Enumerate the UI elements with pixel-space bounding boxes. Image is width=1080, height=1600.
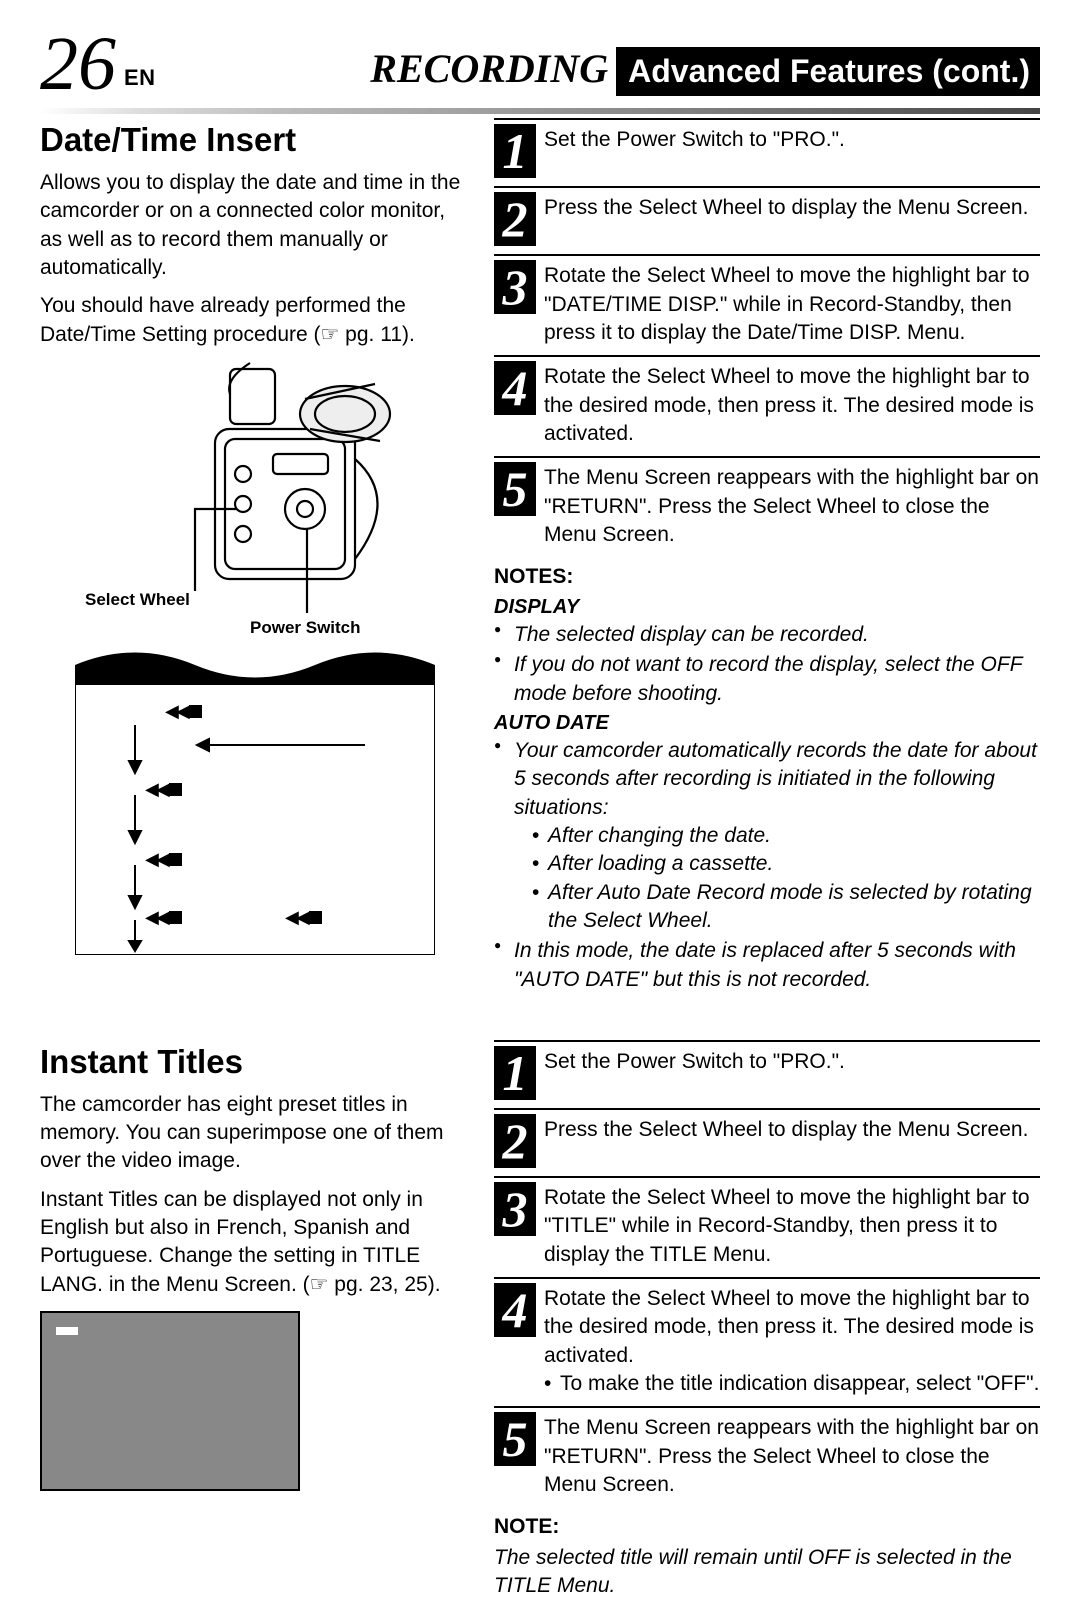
step-4: 4Rotate the Select Wheel to move the hig… bbox=[494, 355, 1040, 456]
page-number: 26 bbox=[40, 30, 116, 98]
instant-para2: Instant Titles can be displayed not only… bbox=[40, 1186, 470, 1299]
rewind-icon-3 bbox=[145, 847, 182, 871]
autodate-sublist: After changing the date. After loading a… bbox=[514, 822, 1040, 935]
notes-heading: NOTES: bbox=[494, 563, 1040, 591]
instant-titles-title: Instant Titles bbox=[40, 1040, 470, 1085]
step-subnote: To make the title indication disappear, … bbox=[544, 1370, 1040, 1398]
note-item: If you do not want to record the display… bbox=[494, 651, 1040, 708]
title-preview-box bbox=[40, 1311, 300, 1491]
power-switch-label: Power Switch bbox=[250, 617, 361, 640]
header-divider bbox=[40, 108, 1040, 114]
note-item: Your camcorder automatically records the… bbox=[494, 737, 1040, 935]
step-5: 5The Menu Screen reappears with the high… bbox=[494, 456, 1040, 557]
sub-item: After Auto Date Record mode is selected … bbox=[532, 879, 1040, 936]
step-1: 1 Set the Power Switch to "PRO.". bbox=[494, 118, 1040, 186]
flow-diagram bbox=[75, 645, 435, 955]
display-subheading: DISPLAY bbox=[494, 594, 1040, 621]
note-footer: The selected title will remain until OFF… bbox=[494, 1544, 1040, 1600]
step-5: 5The Menu Screen reappears with the high… bbox=[494, 1406, 1040, 1507]
page-header: 26 EN RECORDING Advanced Features (cont.… bbox=[40, 30, 1040, 98]
preview-marker-icon bbox=[56, 1327, 78, 1335]
step-text: Press the Select Wheel to display the Me… bbox=[544, 192, 1028, 222]
step-number: 1 bbox=[494, 1046, 536, 1100]
rewind-icon-5 bbox=[285, 905, 322, 929]
rewind-icon-4 bbox=[145, 905, 182, 929]
step-number: 4 bbox=[494, 1283, 536, 1337]
step-2: 2 Press the Select Wheel to display the M… bbox=[494, 1108, 1040, 1176]
note-heading: NOTE: bbox=[494, 1513, 1040, 1541]
instant-titles-section: Instant Titles The camcorder has eight p… bbox=[40, 1040, 1040, 1600]
date-time-section: Date/Time Insert Allows you to display t… bbox=[40, 118, 1040, 996]
step-4: 4 Rotate the Select Wheel to move the hi… bbox=[494, 1277, 1040, 1406]
date-time-para1: Allows you to display the date and time … bbox=[40, 169, 470, 282]
autodate-subheading: AUTO DATE bbox=[494, 710, 1040, 737]
lang-label: EN bbox=[124, 63, 156, 93]
step-text: Set the Power Switch to "PRO.". bbox=[544, 124, 845, 154]
step-text: Rotate the Select Wheel to move the high… bbox=[544, 1182, 1040, 1269]
step-text: Rotate the Select Wheel to move the high… bbox=[544, 260, 1040, 347]
step-number: 5 bbox=[494, 462, 536, 516]
step-text: Rotate the Select Wheel to move the high… bbox=[544, 1283, 1040, 1398]
sub-item: After changing the date. bbox=[532, 822, 1040, 850]
camcorder-illustration: Select Wheel Power Switch bbox=[75, 359, 435, 639]
step-3: 3Rotate the Select Wheel to move the hig… bbox=[494, 254, 1040, 355]
step-number: 5 bbox=[494, 1412, 536, 1466]
step-text: The Menu Screen reappears with the highl… bbox=[544, 1412, 1040, 1499]
step-text: The Menu Screen reappears with the highl… bbox=[544, 462, 1040, 549]
step-number: 1 bbox=[494, 124, 536, 178]
select-wheel-label: Select Wheel bbox=[85, 589, 190, 612]
step-1: 1 Set the Power Switch to "PRO.". bbox=[494, 1040, 1040, 1108]
note-item: In this mode, the date is replaced after… bbox=[494, 937, 1040, 994]
step-number: 3 bbox=[494, 1182, 536, 1236]
header-advanced: Advanced Features (cont.) bbox=[616, 47, 1040, 96]
instant-titles-steps: 1 Set the Power Switch to "PRO.". 2 Press … bbox=[494, 1040, 1040, 1600]
step-text: Rotate the Select Wheel to move the high… bbox=[544, 361, 1040, 448]
step-text: Set the Power Switch to "PRO.". bbox=[544, 1046, 845, 1076]
instant-para1: The camcorder has eight preset titles in… bbox=[40, 1091, 470, 1176]
date-time-title: Date/Time Insert bbox=[40, 118, 470, 163]
date-time-para2: You should have already performed the Da… bbox=[40, 292, 470, 349]
note-item: The selected display can be recorded. bbox=[494, 621, 1040, 649]
sub-item: After loading a cassette. bbox=[532, 850, 1040, 878]
step-3: 3Rotate the Select Wheel to move the hig… bbox=[494, 1176, 1040, 1277]
step-2: 2 Press the Select Wheel to display the M… bbox=[494, 186, 1040, 254]
step-number: 2 bbox=[494, 192, 536, 246]
rewind-icon-2 bbox=[145, 777, 182, 801]
step-number: 4 bbox=[494, 361, 536, 415]
note-text: Your camcorder automatically records the… bbox=[514, 739, 1037, 819]
date-time-steps: 1 Set the Power Switch to "PRO.". 2 Press … bbox=[494, 118, 1040, 996]
step-number: 3 bbox=[494, 260, 536, 314]
header-recording: RECORDING bbox=[370, 42, 608, 96]
step-main: Rotate the Select Wheel to move the high… bbox=[544, 1287, 1034, 1367]
rewind-icon-1 bbox=[165, 699, 202, 723]
display-notes-list: The selected display can be recorded. If… bbox=[494, 621, 1040, 708]
step-number: 2 bbox=[494, 1114, 536, 1168]
autodate-notes-list: Your camcorder automatically records the… bbox=[494, 737, 1040, 994]
flow-icon bbox=[75, 645, 435, 955]
step-text: Press the Select Wheel to display the Me… bbox=[544, 1114, 1028, 1144]
